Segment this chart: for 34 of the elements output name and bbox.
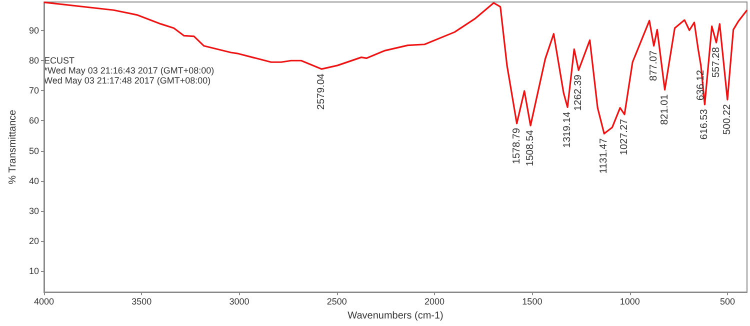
annotation: 557.28	[710, 46, 722, 78]
x-tick-label: 1500	[522, 296, 542, 307]
annotation: 636.12	[695, 70, 706, 101]
y-tick-label: 30	[28, 206, 39, 216]
annotation: 1131.47	[598, 138, 610, 174]
y-tick-label: 70	[28, 86, 39, 96]
x-tick-label: 4000	[34, 296, 54, 307]
x-tick-label: 2000	[424, 296, 445, 307]
y-tick-label: 40	[28, 176, 39, 186]
y-tick-label: 90	[28, 26, 39, 36]
y-tick-label: 60	[28, 116, 39, 126]
annotation: 500.22	[722, 104, 733, 135]
annotation: *Wed May 03 21:16:43 2017 (GMT+08:00)	[44, 66, 214, 76]
x-tick-label: 3000	[229, 296, 250, 307]
y-tick-label: 10	[28, 266, 39, 276]
y-tick-label: 20	[28, 236, 39, 246]
y-axis-title: % Transmittance	[8, 109, 18, 184]
annotation: 616.53	[699, 108, 710, 140]
x-tick-label: 500	[720, 296, 735, 307]
x-tick-label: 3500	[132, 296, 152, 307]
annotation: 1319.14	[562, 111, 574, 148]
annotation: 2579.04	[316, 73, 327, 110]
annotation: 1262.39	[573, 74, 584, 111]
annotation: 1508.54	[525, 130, 536, 166]
annotation: 877.07	[648, 50, 660, 81]
annotation: 821.01	[659, 94, 670, 125]
x-axis-title: Wavenumbers (cm-1)	[348, 310, 444, 322]
x-tick-label: 2500	[326, 296, 347, 307]
annotation: 1027.27	[619, 118, 630, 156]
annotation: 1578.79	[511, 128, 522, 164]
x-tick-label: 1000	[620, 296, 640, 307]
annotation: Wed May 03 21:17:48 2017 (GMT+08:00)	[44, 76, 211, 86]
y-tick-label: 80	[28, 56, 39, 66]
y-tick-label: 50	[28, 146, 39, 156]
